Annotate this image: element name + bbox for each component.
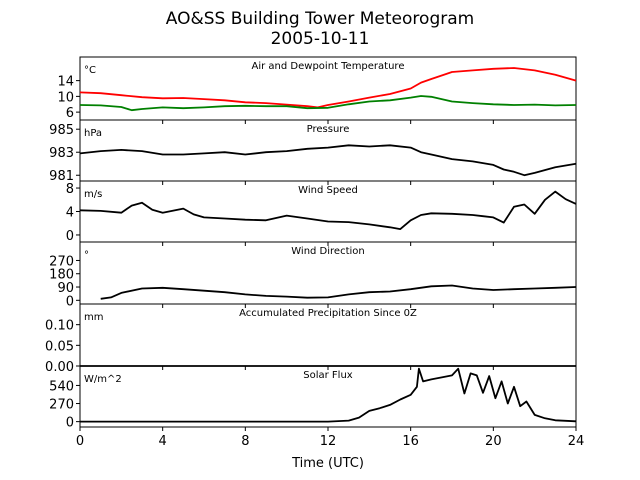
xtick-label: 12 xyxy=(320,434,337,449)
ytick-label-precip: 0.00 xyxy=(45,360,74,375)
ytick-label-temp: 10 xyxy=(57,90,74,105)
series-line-pressure-0 xyxy=(79,144,577,177)
panel-unit-wind_dir: ° xyxy=(84,250,89,261)
panel-title-pressure: Pressure xyxy=(307,124,350,135)
ytick-label-pressure: 981 xyxy=(49,169,74,184)
ytick-label-solar: 270 xyxy=(49,398,74,413)
ytick-label-wind_dir: 180 xyxy=(49,268,74,283)
ytick-label-wind_dir: 90 xyxy=(57,281,74,296)
xtick-label: 8 xyxy=(241,434,249,449)
xtick-label: 16 xyxy=(402,434,419,449)
panel-unit-wind_speed: m/s xyxy=(84,189,102,200)
ytick-label-wind_dir: 0 xyxy=(66,294,74,309)
xtick-label: 4 xyxy=(159,434,167,449)
ytick-label-precip: 0.05 xyxy=(45,339,74,354)
panel-unit-precip: mm xyxy=(84,312,103,323)
series-line-wind_speed-0 xyxy=(79,190,577,231)
series-line-temp-1 xyxy=(79,95,577,112)
figure-title: AO&SS Building Tower Meteorogram xyxy=(165,9,475,29)
ytick-label-solar: 540 xyxy=(49,379,74,394)
series-line-solar-0 xyxy=(80,367,577,423)
panel-unit-temp: °C xyxy=(84,65,96,76)
panel-title-wind_speed: Wind Speed xyxy=(298,185,358,196)
panel-unit-pressure: hPa xyxy=(84,128,102,139)
ytick-label-temp: 6 xyxy=(66,106,74,121)
series-line-temp-0 xyxy=(79,67,577,109)
ytick-label-wind_dir: 270 xyxy=(49,254,74,269)
ytick-label-temp: 14 xyxy=(57,75,74,90)
panel-title-temp: Air and Dewpoint Temperature xyxy=(252,61,405,72)
xtick-label: 0 xyxy=(76,434,84,449)
panel-unit-solar: W/m^2 xyxy=(84,374,122,385)
xtick-label: 20 xyxy=(485,434,502,449)
ytick-label-pressure: 983 xyxy=(49,146,74,161)
panel-title-solar: Solar Flux xyxy=(303,370,353,381)
figure-subtitle: 2005-10-11 xyxy=(270,29,370,49)
ytick-label-wind_speed: 0 xyxy=(66,229,74,244)
panel-title-precip: Accumulated Precipitation Since 0Z xyxy=(239,308,417,319)
ytick-label-solar: 0 xyxy=(66,416,74,431)
ytick-label-precip: 0.10 xyxy=(45,319,74,334)
ytick-label-wind_speed: 4 xyxy=(66,206,74,221)
xtick-label: 24 xyxy=(568,434,585,449)
ytick-label-wind_speed: 8 xyxy=(66,182,74,197)
panel-title-wind_dir: Wind Direction xyxy=(291,246,365,257)
ytick-label-pressure: 985 xyxy=(49,123,74,138)
x-axis-label: Time (UTC) xyxy=(291,456,364,471)
series-line-wind_dir-0 xyxy=(100,284,577,300)
